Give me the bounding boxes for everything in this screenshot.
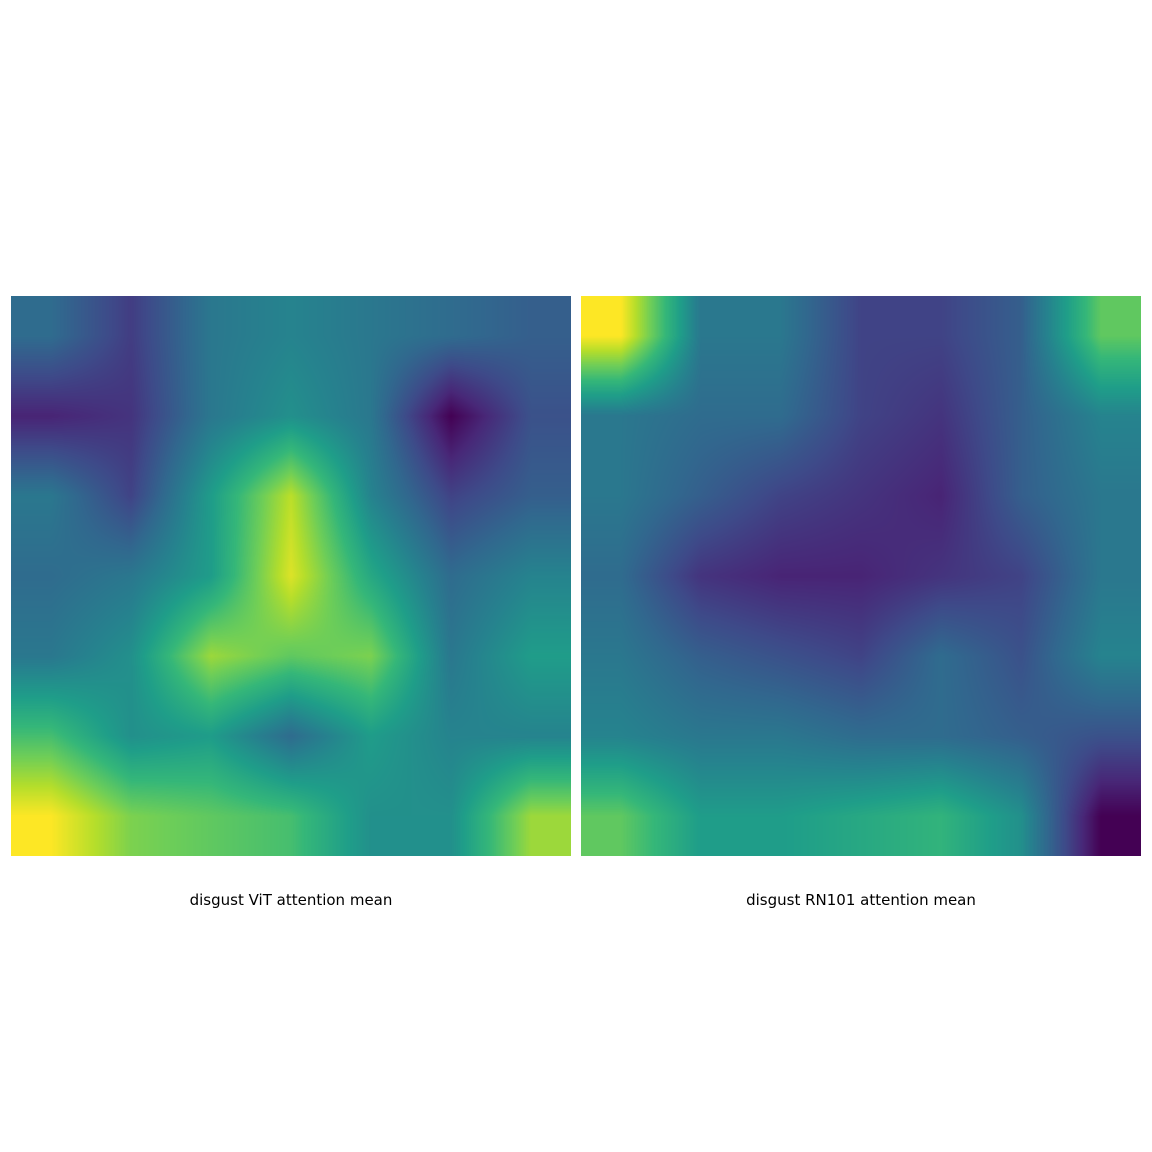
vit-attention-heatmap bbox=[11, 296, 571, 856]
vit-heatmap-title: disgust ViT attention mean bbox=[189, 891, 393, 909]
rn101-heatmap-title: disgust RN101 attention mean bbox=[746, 891, 976, 909]
rn101-attention-heatmap bbox=[581, 296, 1141, 856]
vit-heatmap-canvas bbox=[11, 296, 571, 856]
rn101-heatmap-canvas bbox=[581, 296, 1141, 856]
